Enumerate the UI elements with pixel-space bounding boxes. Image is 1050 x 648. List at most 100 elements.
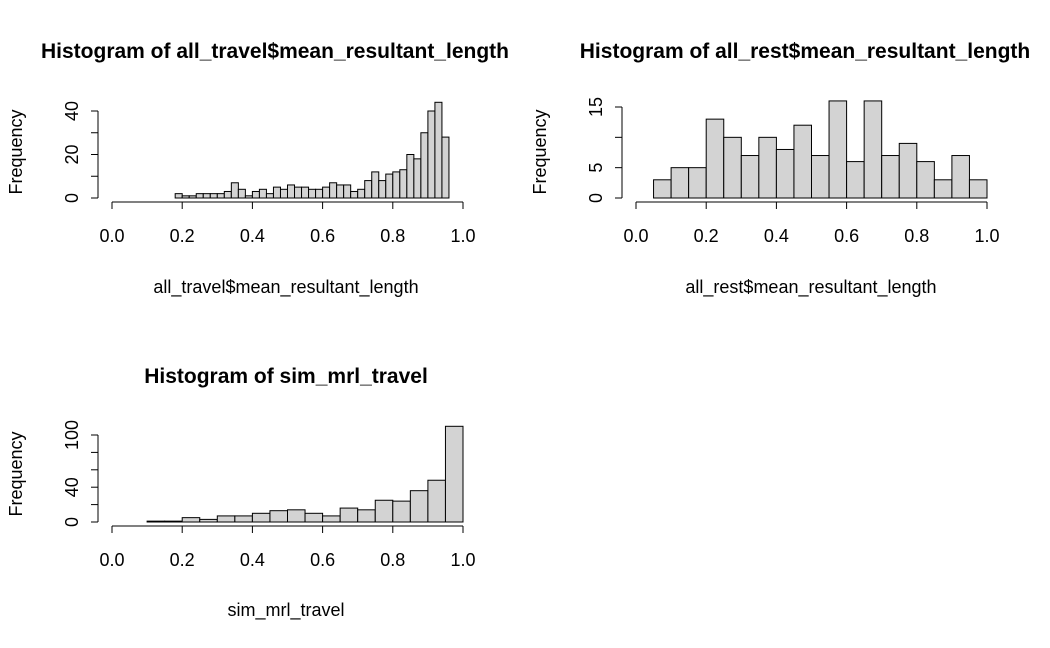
histogram-bar [279, 188, 289, 199]
y-axis-label: Frequency [6, 109, 26, 194]
histogram-bar [933, 179, 953, 199]
histogram-bar [406, 154, 415, 199]
histogram-bar [420, 132, 429, 199]
histogram-bar [775, 148, 795, 199]
histogram-bar [828, 100, 848, 199]
histogram-bar [374, 499, 394, 523]
histogram-bar [181, 517, 201, 523]
bars [653, 100, 988, 199]
histogram-bar [216, 515, 236, 523]
y-tick-label: 5 [586, 163, 606, 173]
y-axis: 0 40 100 [62, 420, 99, 527]
histogram-bar [269, 510, 289, 523]
histogram-bar [223, 190, 232, 199]
histogram-bar [705, 118, 725, 199]
histogram-bar [811, 155, 830, 199]
x-tick-label: 0.8 [380, 550, 405, 570]
y-axis-label: Frequency [6, 431, 26, 516]
histogram-bar [308, 188, 317, 199]
histogram-bar [251, 190, 260, 199]
histogram-bar [265, 193, 274, 199]
histogram-bar [315, 188, 324, 199]
histogram-bar [322, 515, 341, 523]
histogram-bar [723, 136, 742, 199]
histogram-bar [304, 512, 324, 523]
histogram-bar [364, 180, 373, 199]
y-tick-label: 0 [586, 193, 606, 203]
x-tick-label: 1.0 [450, 226, 475, 246]
x-tick-label: 0.4 [764, 226, 789, 246]
chart-title: Histogram of all_travel$mean_resultant_l… [41, 40, 509, 63]
histogram-all-rest: Histogram of all_rest$mean_resultant_len… [530, 40, 1030, 298]
histogram-bar [951, 155, 970, 199]
histogram-bar [181, 195, 190, 199]
x-tick-label: 0.8 [380, 226, 405, 246]
histogram-bar [230, 182, 239, 199]
histogram-bar [916, 161, 935, 199]
histogram-bar [427, 479, 446, 523]
x-tick-label: 0.6 [310, 550, 335, 570]
x-tick-label: 0.0 [623, 226, 648, 246]
x-axis-label: all_rest$mean_resultant_length [685, 277, 936, 298]
histogram-bar [209, 193, 218, 199]
x-tick-label: 0.6 [310, 226, 335, 246]
histogram-bar [670, 167, 690, 199]
y-axis: 0 5 15 [586, 97, 623, 203]
histogram-bar [881, 155, 900, 199]
y-tick-label: 20 [62, 144, 82, 164]
histogram-bar [287, 184, 296, 199]
x-tick-label: 0.4 [240, 550, 265, 570]
histogram-bar [174, 193, 183, 199]
histogram-bar [339, 507, 359, 523]
x-axis-label: all_travel$mean_resultant_length [153, 277, 418, 298]
histogram-sim-mrl-travel: Histogram of sim_mrl_travel sim_mrl_trav… [6, 365, 476, 621]
histogram-bar [392, 171, 401, 199]
x-tick-label: 0.6 [834, 226, 859, 246]
x-axis-label: sim_mrl_travel [227, 600, 344, 621]
histogram-bar [199, 518, 218, 523]
histogram-bar [441, 136, 450, 199]
y-tick-label: 40 [62, 477, 82, 497]
y-tick-label: 100 [62, 420, 82, 450]
histogram-bar [846, 161, 865, 199]
histogram-bar [385, 173, 394, 199]
histogram-bar [392, 500, 411, 523]
histogram-bar [898, 142, 918, 199]
y-axis-label: Frequency [530, 109, 550, 194]
histogram-bar [258, 188, 267, 199]
histogram-bar [272, 186, 281, 199]
histogram-bar [195, 193, 204, 199]
x-tick-label: 0.2 [170, 550, 195, 570]
histogram-bar [164, 520, 183, 523]
histogram-bar [287, 509, 306, 523]
x-tick-label: 0.4 [240, 226, 265, 246]
bars [174, 101, 450, 199]
histogram-bar [329, 182, 338, 199]
x-axis: 0.0 0.2 0.4 0.6 0.8 1.0 [623, 201, 1000, 246]
histogram-all-travel: Histogram of all_travel$mean_resultant_l… [6, 40, 509, 298]
histogram-bar [244, 195, 253, 199]
histogram-bar [357, 188, 366, 199]
histogram-bar [234, 515, 253, 523]
x-axis: 0.0 0.2 0.4 0.6 0.8 1.0 [99, 525, 476, 570]
histogram-bar [863, 100, 883, 199]
histogram-bar [409, 490, 429, 523]
histogram-bar [413, 158, 422, 199]
histogram-bar [399, 169, 408, 199]
histogram-bar [294, 186, 303, 199]
y-tick-label: 15 [586, 97, 606, 117]
histogram-bar [202, 193, 211, 199]
x-tick-label: 0.2 [694, 226, 719, 246]
histogram-bar [336, 184, 345, 199]
histogram-bar [740, 155, 760, 199]
histogram-bar [350, 190, 359, 199]
histogram-bar [378, 180, 387, 199]
chart-title: Histogram of all_rest$mean_resultant_len… [580, 40, 1030, 63]
x-tick-label: 1.0 [450, 550, 475, 570]
histogram-bar [427, 110, 436, 199]
x-tick-label: 0.0 [99, 550, 124, 570]
histogram-bar [653, 179, 672, 199]
chart-title: Histogram of sim_mrl_travel [144, 365, 428, 388]
histogram-bar [251, 512, 271, 523]
histogram-bar [301, 186, 310, 199]
